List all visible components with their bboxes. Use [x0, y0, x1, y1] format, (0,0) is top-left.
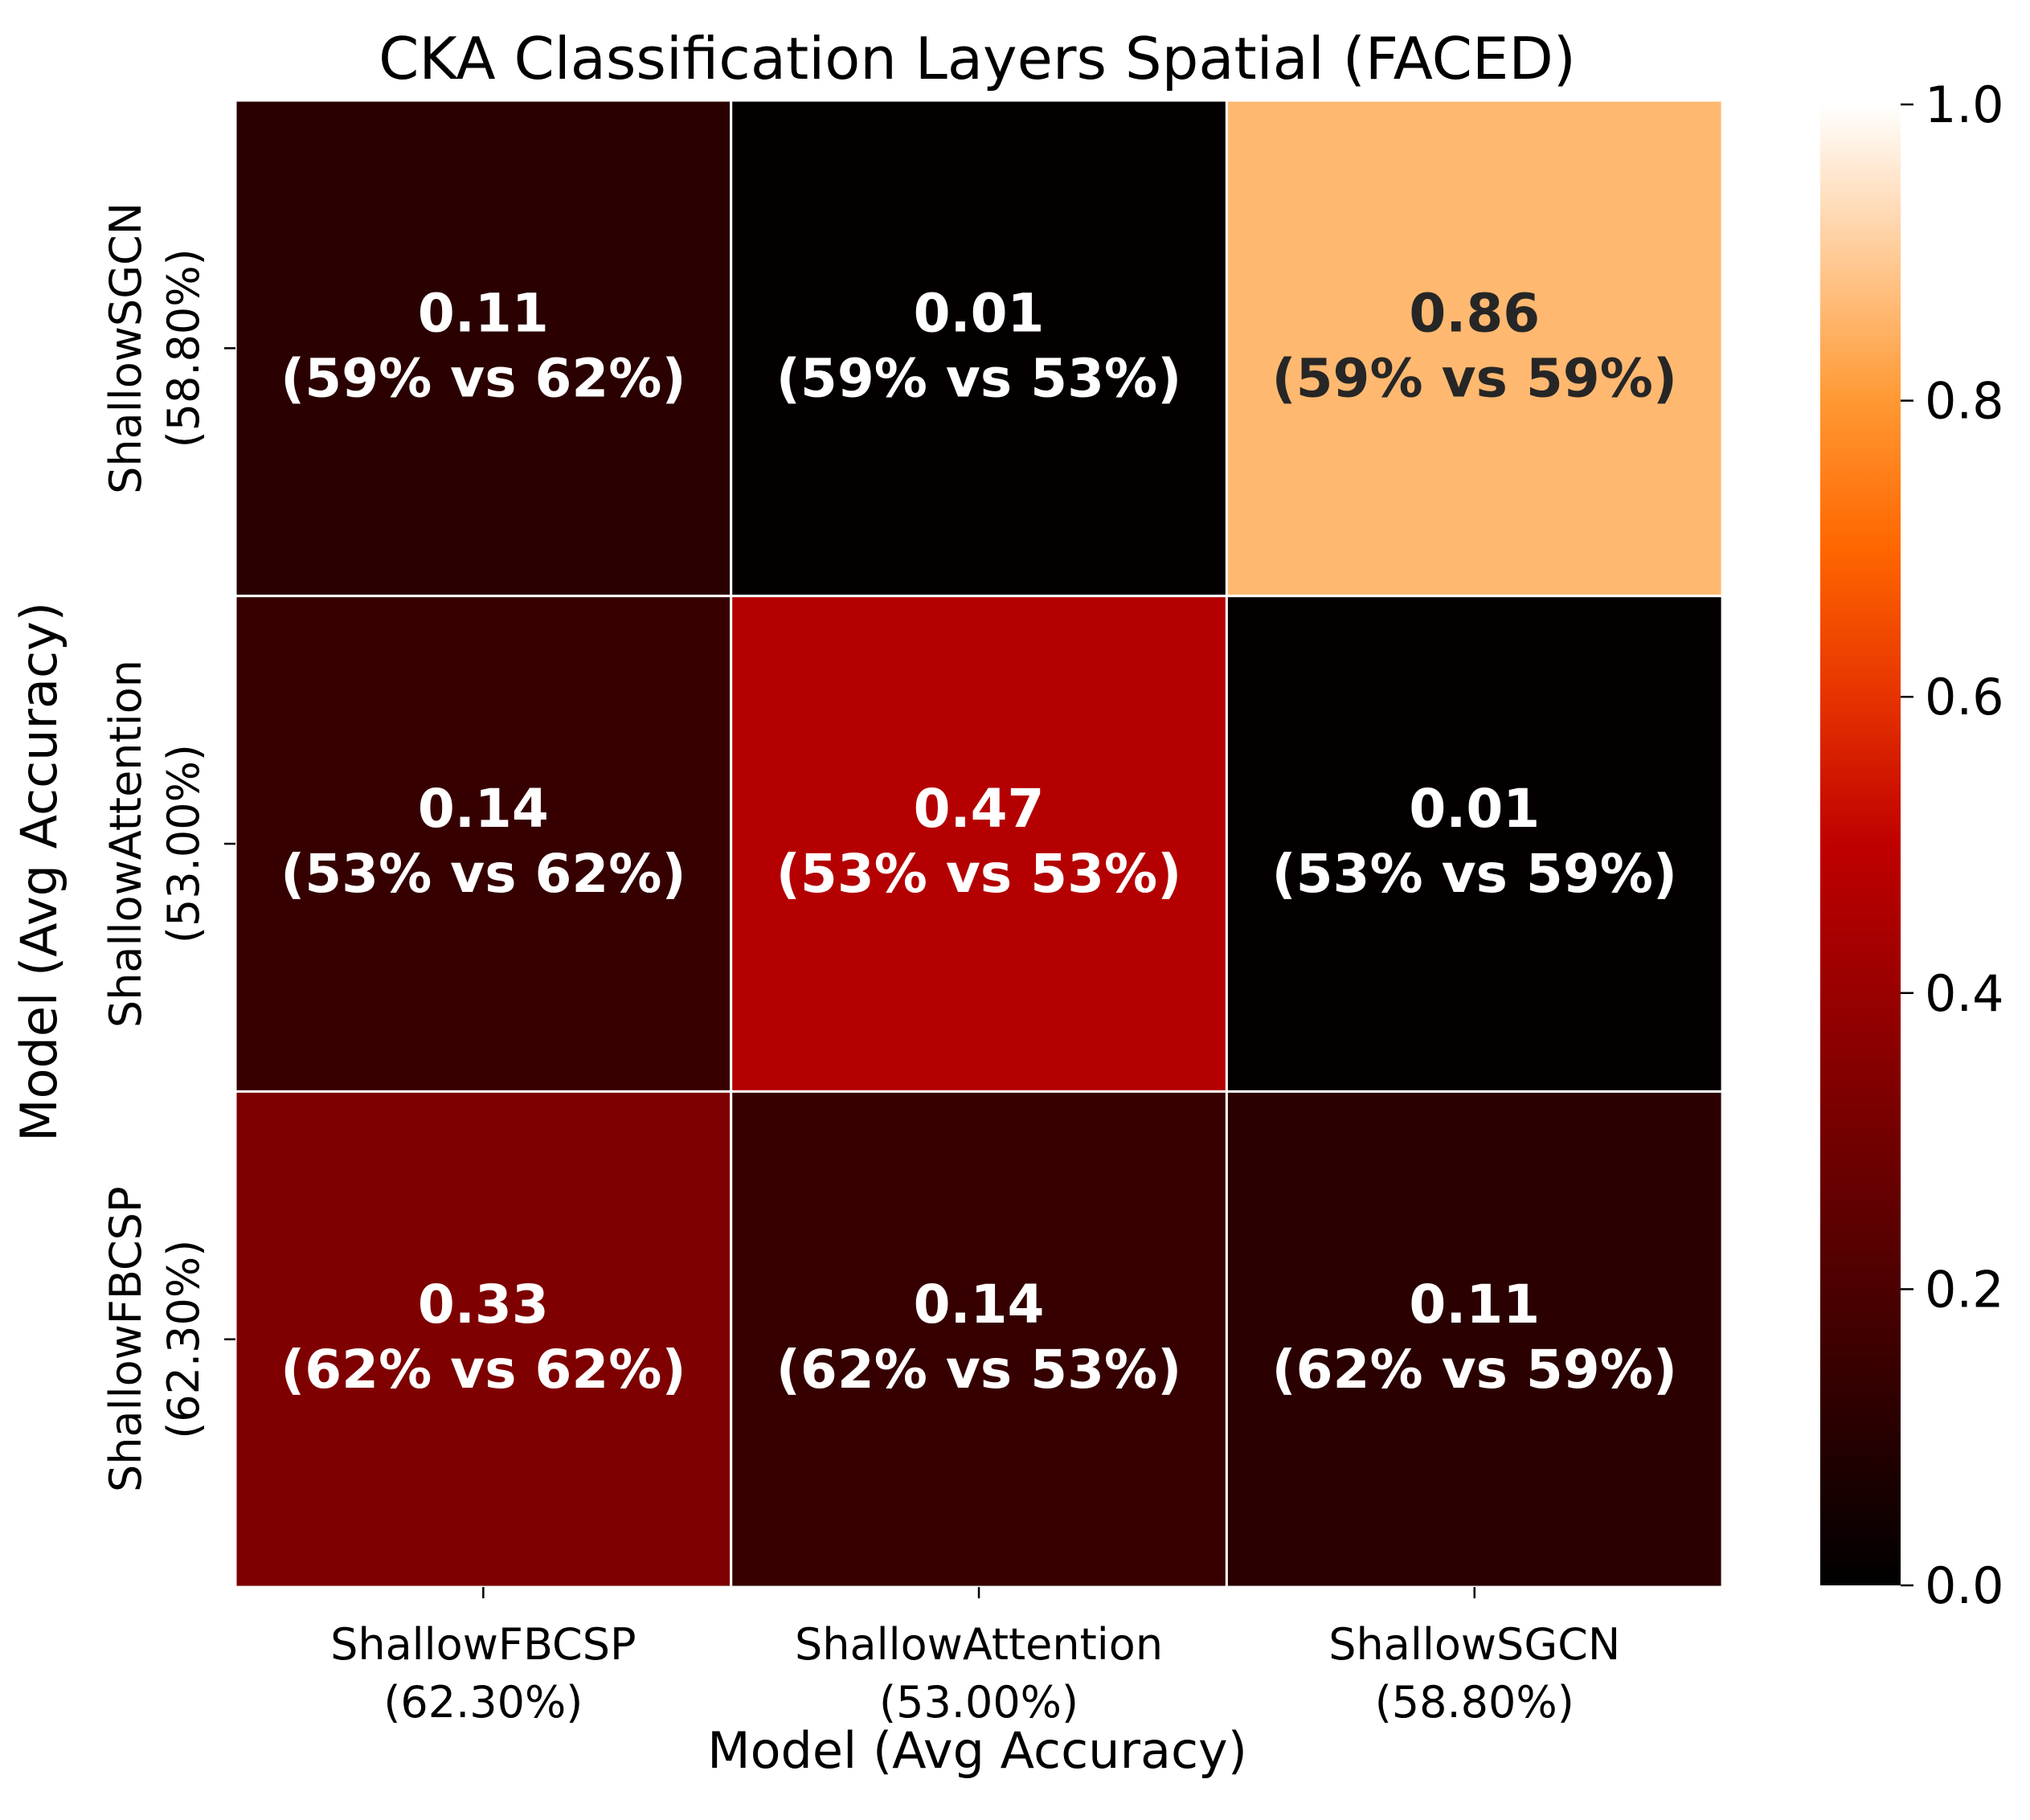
cell-value-label: 0.14	[914, 1274, 1045, 1335]
y-axis-label: Model (Avg Accuracy)	[10, 602, 68, 1142]
cell-comparison-label: (53% vs 62%)	[280, 843, 686, 905]
heatmap-cell	[730, 99, 1228, 598]
cell-comparison-label: (59% vs 59%)	[1271, 347, 1677, 409]
colorbar-tick-label: 1.0	[1925, 76, 2004, 134]
cell-value-label: 0.33	[418, 1274, 549, 1335]
heatmap-cell	[730, 1090, 1228, 1589]
colorbar-gradient	[1820, 104, 1901, 1585]
cell-comparison-label: (59% vs 53%)	[776, 347, 1182, 409]
cell-value-label: 0.01	[914, 282, 1045, 344]
cell-comparison-label: (53% vs 59%)	[1271, 843, 1677, 905]
y-tick-label-name: ShallowAttention	[100, 660, 151, 1028]
x-tick-label-accuracy: (58.80%)	[1375, 1677, 1574, 1728]
cell-comparison-label: (53% vs 53%)	[776, 843, 1182, 905]
y-tick-label-accuracy: (62.30%)	[158, 1240, 209, 1439]
y-tick-label-accuracy: (58.80%)	[158, 248, 209, 448]
cell-value-label: 0.11	[1409, 1274, 1540, 1335]
cell-comparison-label: (62% vs 59%)	[1271, 1339, 1677, 1401]
heatmap-cells: 0.11(59% vs 62%)0.01(59% vs 53%)0.86(59%…	[234, 99, 1724, 1589]
y-tick-label-name: ShallowSGCN	[100, 202, 151, 494]
cell-comparison-label: (62% vs 62%)	[280, 1339, 686, 1401]
colorbar-tick-label: 0.8	[1925, 372, 2004, 431]
colorbar-tick-label: 0.6	[1925, 668, 2004, 726]
cell-value-label: 0.14	[418, 778, 549, 840]
y-tick-label-name: ShallowFBCSP	[100, 1186, 151, 1492]
heatmap-cell	[1225, 595, 1724, 1093]
heatmap-cell	[234, 595, 733, 1093]
colorbar: 0.0 0.2 0.4 0.6 0.8 1.0	[1820, 76, 2004, 1615]
x-tick-label-name: ShallowAttention	[795, 1619, 1163, 1670]
cell-value-label: 0.11	[418, 282, 549, 344]
x-axis-ticks: ShallowFBCSP (62.30%) ShallowAttention (53.…	[330, 1587, 1620, 1728]
heatmap-cell	[730, 595, 1228, 1093]
cell-comparison-label: (62% vs 53%)	[776, 1339, 1182, 1401]
heatmap-cell	[1225, 99, 1724, 598]
cell-comparison-label: (59% vs 62%)	[280, 347, 686, 409]
colorbar-tick-label: 0.4	[1925, 964, 2004, 1023]
y-axis-ticks: ShallowSGCN (58.80%) ShallowAttention (53.0…	[100, 202, 235, 1492]
colorbar-ticks: 0.0 0.2 0.4 0.6 0.8 1.0	[1901, 76, 2004, 1615]
x-tick-label-accuracy: (62.30%)	[383, 1677, 583, 1728]
colorbar-tick-label: 0.0	[1925, 1556, 2004, 1615]
chart-title: CKA Classification Layers Spatial (FACED…	[379, 25, 1576, 92]
x-tick-label-accuracy: (53.00%)	[879, 1677, 1078, 1728]
y-tick-label-accuracy: (53.00%)	[158, 744, 209, 943]
x-tick-label-name: ShallowSGCN	[1328, 1619, 1620, 1670]
x-axis-label: Model (Avg Accuracy)	[707, 1721, 1247, 1780]
cell-value-label: 0.47	[914, 778, 1045, 840]
colorbar-tick-label: 0.2	[1925, 1260, 2004, 1319]
cell-value-label: 0.01	[1409, 778, 1540, 840]
x-tick-label-name: ShallowFBCSP	[330, 1619, 636, 1670]
heatmap-cell	[234, 99, 733, 598]
heatmap-cell	[234, 1090, 733, 1589]
cell-value-label: 0.86	[1409, 282, 1540, 344]
